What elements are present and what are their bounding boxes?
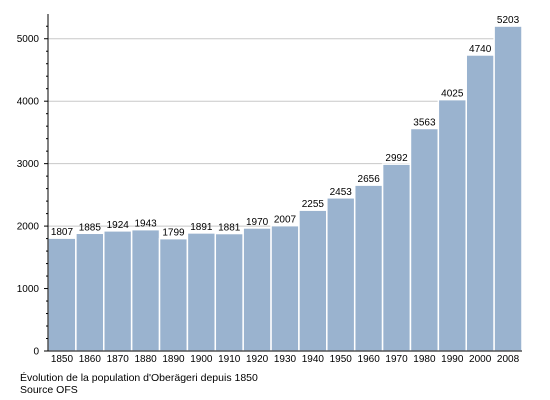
x-tick-label: 1890 (162, 354, 185, 365)
data-label: 2992 (385, 153, 408, 164)
bar (158, 237, 189, 352)
x-tick-label: 1900 (190, 354, 213, 365)
x-tick-label: 1920 (246, 354, 269, 365)
x-tick-label: 1990 (441, 354, 464, 365)
chart-caption: Évolution de la population d'Oberägeri d… (20, 372, 258, 384)
data-label: 1885 (79, 222, 102, 233)
bar (381, 163, 412, 352)
data-label: 4025 (441, 89, 464, 100)
data-label: 1799 (162, 228, 185, 239)
bar (75, 232, 105, 352)
chart-source: Source OFS (20, 384, 78, 396)
data-label: 2255 (302, 199, 325, 210)
data-label: 1943 (134, 219, 157, 230)
data-label: 3563 (413, 117, 436, 128)
x-tick-label: 1880 (134, 354, 157, 365)
x-tick-label: 2008 (497, 354, 520, 365)
bar-chart: 1807 1850 1885 1860 1924 1870 1943 1880 1799 1890… (17, 14, 523, 365)
bar (214, 232, 244, 352)
x-tick-label: 1970 (385, 354, 408, 365)
data-label: 4740 (469, 44, 492, 55)
bar (326, 197, 356, 352)
x-tick-label: 2000 (469, 354, 492, 365)
bar (103, 230, 133, 352)
y-tick-label: 3000 (17, 159, 40, 170)
bar (270, 224, 300, 352)
data-label: 2453 (330, 187, 353, 198)
bar (242, 227, 272, 352)
y-tick-label: 2000 (17, 222, 40, 233)
bar (409, 127, 440, 352)
x-tick-label: 1910 (218, 354, 241, 365)
data-label: 1970 (246, 217, 269, 228)
bar (493, 25, 523, 352)
data-label: 1891 (190, 222, 213, 233)
x-tick-label: 1950 (330, 354, 353, 365)
y-tick-label: 5000 (17, 34, 40, 45)
y-tick-label: 4000 (17, 97, 40, 108)
data-label: 1924 (107, 220, 130, 231)
bar (437, 98, 467, 352)
bar (353, 184, 384, 352)
data-label: 2656 (358, 174, 381, 185)
bar (47, 237, 77, 352)
bar (186, 232, 217, 352)
x-tick-label: 1940 (302, 354, 325, 365)
x-tick-label: 1860 (79, 354, 102, 365)
x-tick-label: 1850 (51, 354, 74, 365)
x-tick-label: 1870 (107, 354, 130, 365)
bar (298, 209, 328, 352)
data-label: 2007 (274, 215, 297, 226)
bar (465, 54, 495, 352)
x-tick-label: 1980 (413, 354, 436, 365)
x-tick-label: 1960 (358, 354, 381, 365)
data-label: 5203 (497, 15, 520, 26)
data-label: 1881 (218, 223, 241, 234)
data-label: 1807 (51, 227, 74, 238)
y-tick-label: 1000 (17, 284, 40, 295)
y-tick-label: 0 (33, 347, 39, 358)
x-tick-label: 1930 (274, 354, 297, 365)
bar (130, 228, 161, 352)
